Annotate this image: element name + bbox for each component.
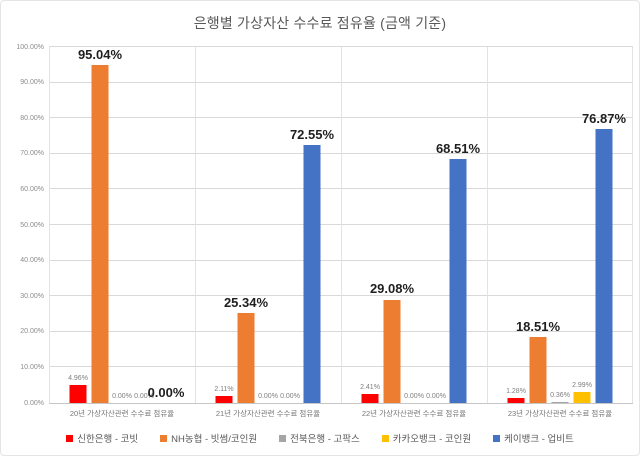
gridline	[49, 46, 633, 47]
bar	[507, 398, 525, 403]
legend-label: 전북은행 - 고팍스	[290, 434, 360, 445]
bar-slot: 29.08%	[370, 281, 414, 403]
gridline	[632, 47, 633, 403]
bar-slot: 68.51%	[436, 141, 480, 403]
gridline	[341, 47, 342, 403]
bar	[69, 385, 87, 403]
bar-value-label: 4.96%	[68, 375, 88, 383]
bar-value-label: 95.04%	[77, 46, 123, 62]
bar-value-label: 68.51%	[435, 141, 481, 157]
bar	[595, 129, 613, 403]
bar-slot: 18.51%	[516, 319, 560, 403]
y-axis-tick-label: 10.00%	[20, 363, 44, 371]
gridline	[49, 47, 50, 403]
x-axis-category-label: 22년 가상자산관련 수수료 점유율	[361, 409, 467, 418]
y-axis-tick-label: 90.00%	[20, 79, 44, 87]
y-axis-tick-label: 60.00%	[20, 185, 44, 193]
bar-slot: 1.28%	[506, 388, 526, 403]
bar	[361, 394, 379, 403]
bar-value-label: 0.00%	[147, 385, 185, 400]
bar-group: 2.41% 29.08% 0.00% 0.00% 68.51%	[341, 47, 487, 403]
bar-value-label: 76.87%	[581, 111, 627, 127]
bar-value-label: 0.00%	[134, 393, 154, 400]
legend-label: 케이뱅크 - 업비트	[504, 434, 574, 445]
plot-area: 0.00% 10.00% 20.00% 30.00% 40.00% 50.00% 60.00…	[16, 44, 633, 407]
bar	[215, 395, 233, 403]
bar-slot: 72.55%	[290, 127, 334, 403]
legend-marker	[381, 434, 389, 442]
bar-group: 1.28% 18.51% 0.36% 2.99% 76.87%	[487, 47, 633, 403]
legend-marker	[493, 434, 501, 442]
bar-value-label: 29.08%	[369, 281, 415, 297]
x-axis-category-label: 23년 가상자산관련 수수료 점유율	[507, 409, 613, 418]
x-axis-category-label: 21년 가상자산관련 수수료 점유율	[215, 409, 321, 418]
legend-item: 카카오뱅크 - 코인원	[381, 431, 472, 445]
gridline	[49, 403, 633, 404]
bar-value-label: 1.28%	[506, 388, 526, 396]
x-axis-category-label: 20년 가상자산관련 수수료 점유율	[69, 409, 175, 418]
bar	[551, 401, 569, 403]
y-axis-tick-label: 40.00%	[20, 257, 44, 265]
chart-title: 은행별 가상자산 수수료 점유율 (금액 기준)	[193, 15, 447, 31]
bar-group: 4.96% 95.04% 0.00% 0.00% 0.00%	[49, 47, 195, 403]
bar-value-label: 2.99%	[572, 382, 592, 390]
legend-item: 케이뱅크 - 업비트	[493, 431, 574, 445]
bar-cluster: 1.28% 18.51% 0.36% 2.99% 76.87%	[506, 111, 626, 403]
bar-slot: 25.34%	[224, 295, 268, 403]
y-axis-tick-label: 80.00%	[20, 114, 44, 122]
y-axis-tick-label: 30.00%	[20, 292, 44, 300]
bar-slot: 76.87%	[582, 111, 626, 403]
bar	[529, 337, 547, 403]
bar	[303, 144, 321, 403]
legend-marker	[160, 434, 168, 442]
bar-slot: 0.36%	[550, 392, 570, 403]
legend-marker	[66, 434, 74, 442]
y-axis-tick-label: 70.00%	[20, 150, 44, 158]
bar-value-label: 18.51%	[515, 319, 561, 335]
bar-value-label: 25.34%	[223, 294, 269, 310]
y-axis-tick-label: 100.00%	[16, 43, 44, 51]
bar-value-label: 72.55%	[289, 126, 335, 142]
legend-item: 전북은행 - 고팍스	[279, 431, 360, 445]
legend-label: NH농협 - 빗썸/코인원	[171, 434, 258, 445]
y-axis-tick-label: 0.00%	[24, 399, 44, 407]
bar-slot: 2.11%	[214, 386, 234, 403]
bar	[237, 312, 255, 403]
bar	[449, 159, 467, 403]
legend-item: NH농협 - 빗썸/코인원	[160, 431, 257, 445]
bar-slot: 2.41%	[360, 384, 380, 403]
legend-label: 카카오뱅크 - 코인원	[392, 434, 472, 445]
bar-value-label: 0.00%	[426, 393, 446, 400]
bar-value-label: 0.00%	[280, 393, 300, 400]
bar	[573, 392, 591, 403]
bar-value-label: 0.36%	[550, 391, 570, 399]
bar-group: 2.11% 25.34% 0.00% 0.00% 72.55%	[195, 47, 341, 403]
bar-value-label: 0.00%	[258, 393, 278, 400]
legend-item: 신한은행 - 코빗	[66, 431, 138, 445]
y-axis-tick-label: 20.00%	[20, 328, 44, 336]
bar-cluster: 2.41% 29.08% 0.00% 0.00% 68.51%	[360, 141, 480, 403]
y-axis-tick-label: 50.00%	[20, 221, 44, 229]
bar-value-label: 2.41%	[360, 384, 380, 392]
bar-slot: 4.96%	[68, 375, 88, 403]
bar-slot: 2.99%	[572, 382, 592, 403]
bar-cluster: 2.11% 25.34% 0.00% 0.00% 72.55%	[214, 127, 334, 403]
legend: 신한은행 - 코빗 NH농협 - 빗썸/코인원 전북은행 - 고팍스 카카오뱅크 - …	[1, 431, 639, 445]
bar	[91, 64, 109, 403]
bar	[383, 299, 401, 403]
legend-label: 신한은행 - 코빗	[77, 434, 139, 445]
legend-marker	[279, 434, 287, 442]
bar-cluster: 4.96% 95.04% 0.00% 0.00% 0.00%	[68, 47, 184, 403]
gridline	[195, 47, 196, 403]
bar-slot: 95.04%	[78, 47, 122, 403]
bar-value-label: 0.00%	[112, 393, 132, 400]
bar-value-label: 0.00%	[404, 393, 424, 400]
x-axis-labels: 20년 가상자산관련 수수료 점유율 21년 가상자산관련 수수료 점유율 22년 …	[49, 408, 633, 422]
gridline	[487, 47, 488, 403]
bar-value-label: 2.11%	[214, 385, 234, 393]
